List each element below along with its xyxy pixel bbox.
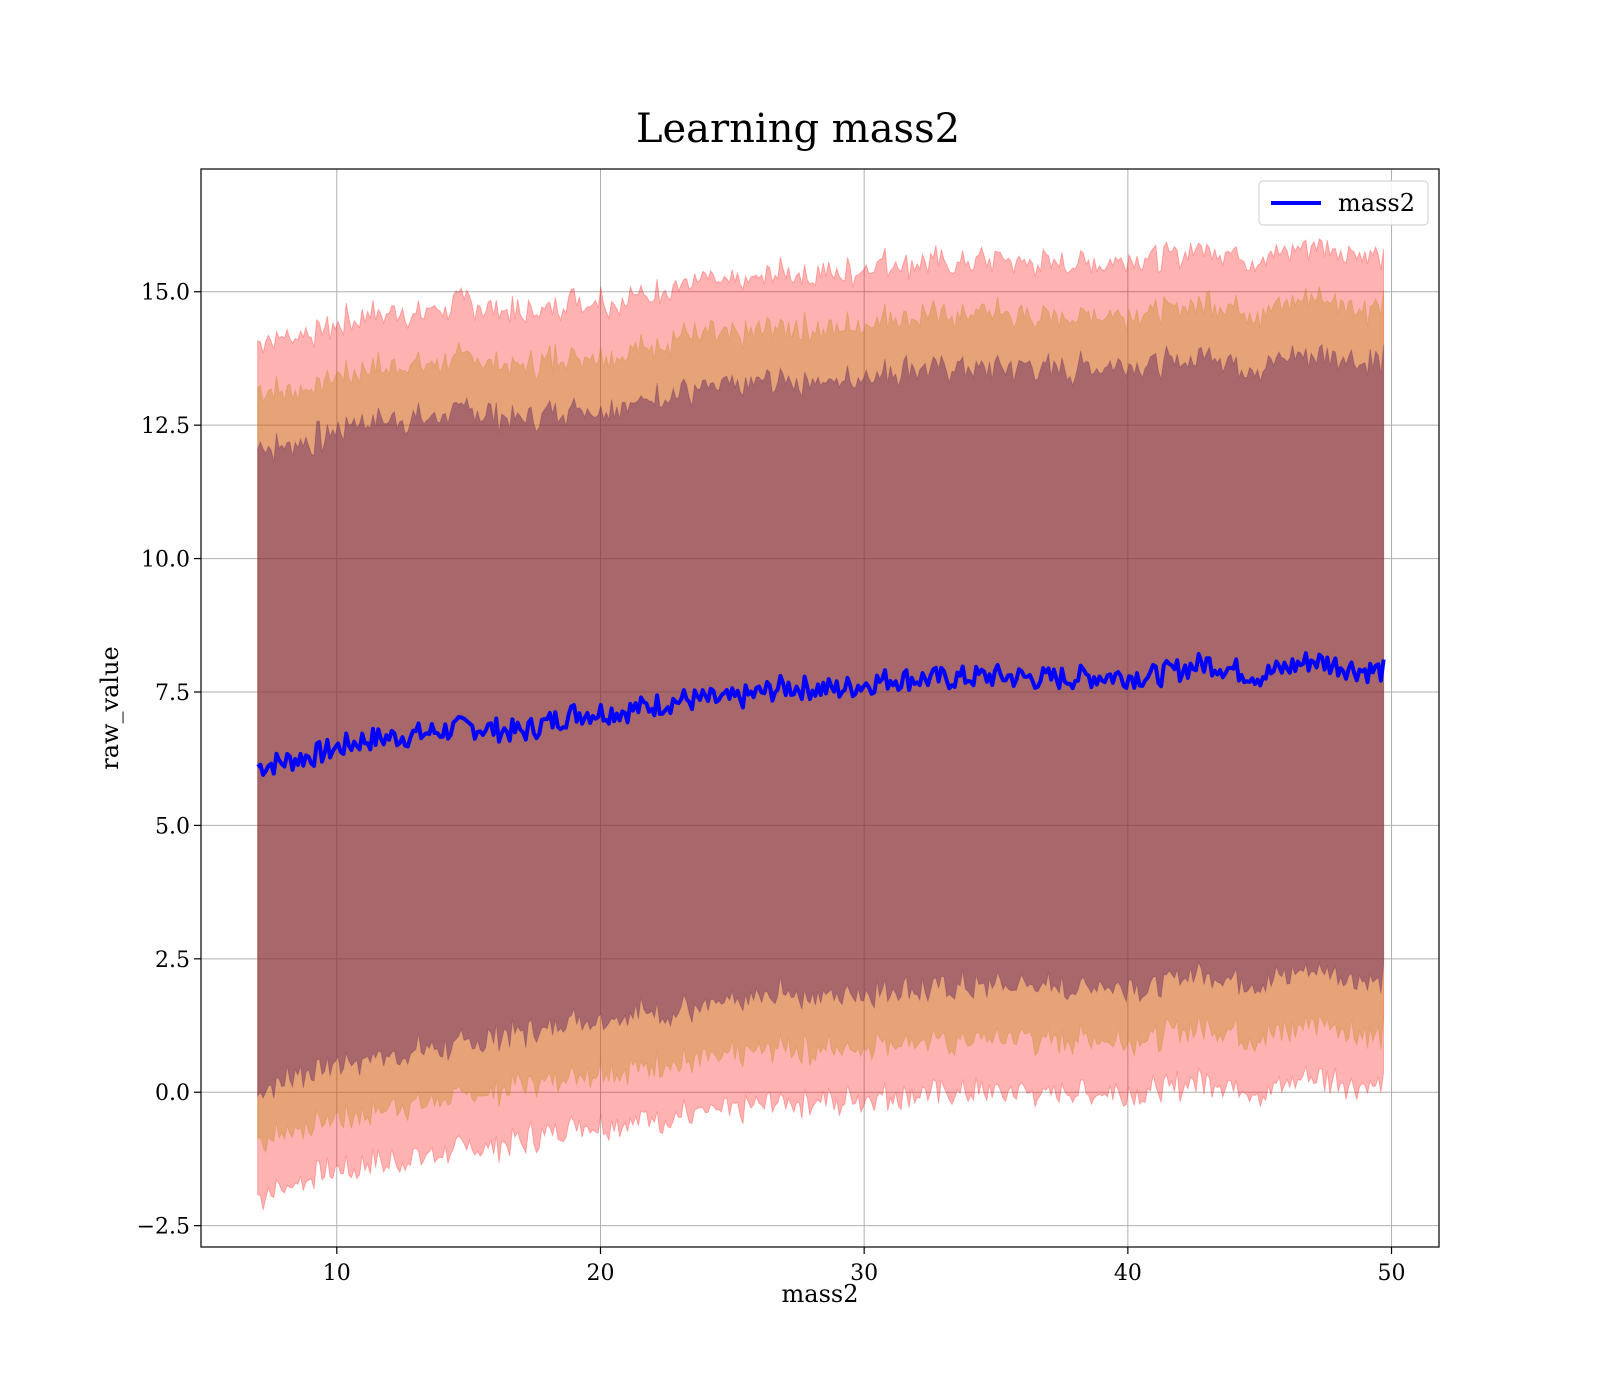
series-line-mass2 [256, 651, 1386, 777]
bands [257, 237, 1385, 1211]
legend-label: mass2 [1338, 189, 1415, 217]
x-tick-label: 20 [586, 1261, 614, 1286]
y-axis-label: raw_value [96, 646, 124, 770]
x-tick-label: 10 [323, 1261, 351, 1286]
sigma-band-3 [257, 237, 1385, 1211]
series [256, 651, 1386, 777]
x-axis-ticks: 10 20 30 40 50 [323, 1247, 1406, 1286]
y-tick-label: 2.5 [155, 948, 190, 973]
y-tick-label: 15.0 [141, 281, 190, 306]
y-tick-label: 5.0 [155, 814, 190, 839]
y-tick-label: −2.5 [137, 1215, 190, 1240]
legend: mass2 [1258, 180, 1429, 226]
legend-box [1258, 180, 1429, 226]
x-tick-label: 30 [850, 1261, 878, 1286]
y-tick-label: 10.0 [141, 548, 190, 573]
chart-title: Learning mass2 [636, 106, 960, 152]
y-tick-label: 0.0 [155, 1081, 190, 1106]
plot-frame [200, 168, 1440, 1248]
x-tick-label: 40 [1114, 1261, 1142, 1286]
grid [201, 169, 1439, 1247]
y-tick-label: 12.5 [141, 414, 190, 439]
y-tick-label: 7.5 [155, 681, 190, 706]
sigma-band-2 [257, 286, 1385, 1154]
x-axis-label: mass2 [782, 1280, 859, 1308]
y-axis-ticks: −2.5 0.0 2.5 5.0 7.5 10.0 12.5 15.0 [137, 281, 201, 1240]
sigma-band-1 [257, 343, 1385, 1100]
x-tick-label: 50 [1378, 1261, 1406, 1286]
